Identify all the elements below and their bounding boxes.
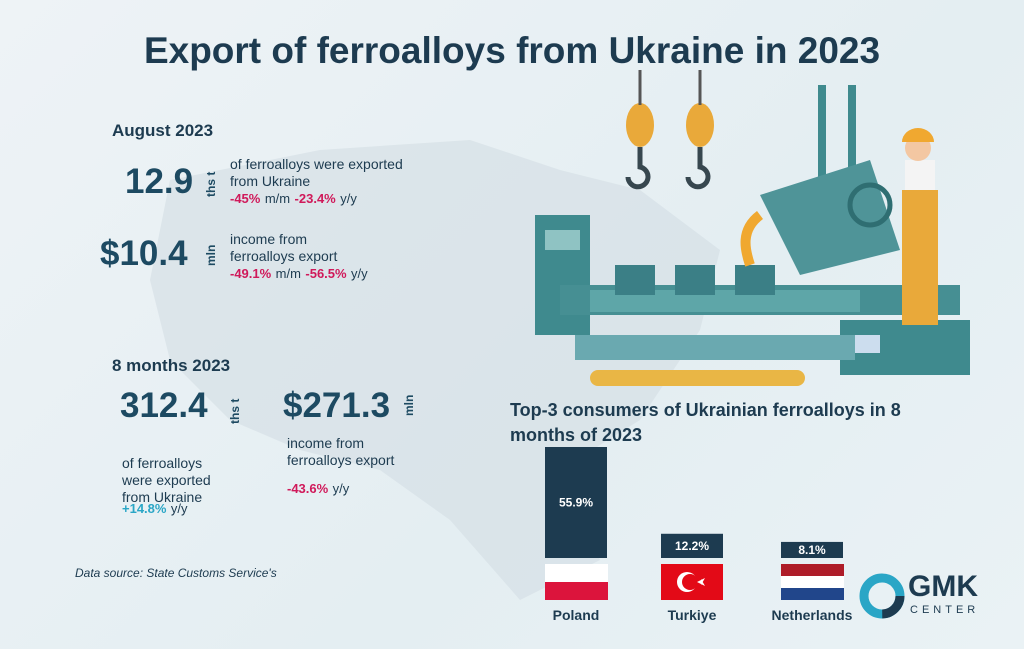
stat-value: $10.4: [100, 234, 188, 273]
period: m/m: [264, 191, 291, 206]
period: y/y: [351, 266, 368, 281]
factory: [535, 70, 970, 386]
logo-name: GMK: [908, 570, 978, 603]
changes: -49.1% m/m -56.5% y/y: [230, 265, 368, 283]
stat-unit: ths t: [228, 398, 242, 424]
value-label: 12.2%: [675, 539, 709, 553]
period: y/y: [170, 501, 188, 516]
title: Export of ferroalloys from Ukraine in 20…: [143, 30, 881, 71]
change: -23.4%: [294, 191, 336, 206]
change: -49.1%: [230, 266, 272, 281]
heading: August 2023: [112, 121, 214, 140]
change: -43.6%: [287, 481, 329, 496]
changes: +14.8% y/y: [122, 500, 188, 518]
changes: -45% m/m -23.4% y/y: [230, 190, 357, 208]
change: -56.5%: [305, 266, 347, 281]
stat-text: income from ferroalloys export: [287, 435, 395, 468]
logo-mark: [859, 573, 905, 619]
stat-value: $271.3: [283, 386, 391, 425]
stat-value: 312.4: [120, 386, 208, 425]
category-label: Turkiye: [668, 607, 717, 623]
stat-value: 12.9: [125, 162, 194, 201]
bar: [781, 541, 843, 558]
value-label: 8.1%: [798, 543, 826, 557]
heading: 8 months 2023: [112, 356, 231, 375]
category-label: Netherlands: [772, 607, 853, 623]
stat-text: income from ferroalloys export: [230, 231, 338, 264]
stat-text: of ferroalloys were exported from Ukrain…: [122, 455, 211, 505]
change: -45%: [230, 191, 261, 206]
value-label: 55.9%: [559, 496, 593, 510]
flags: [545, 564, 844, 600]
stat-text: of ferroalloys were exported from Ukrain…: [230, 156, 403, 189]
bar: [545, 447, 607, 558]
stat-unit: ths t: [204, 171, 218, 197]
chart-title: Top-3 consumers of Ukrainian ferroalloys…: [510, 400, 901, 445]
bar: [661, 533, 723, 558]
category-label: Poland: [553, 607, 600, 623]
period: m/m: [275, 266, 301, 281]
change: +14.8%: [122, 501, 167, 516]
logo-sub: CENTER: [910, 604, 980, 616]
stat-unit: mln: [402, 394, 416, 416]
stat-unit: mln: [204, 244, 218, 266]
bar-chart: 55.9% Poland 12.2% Turkiye 8.1% Netherlands: [545, 447, 853, 623]
source: Data source: State Customs Service's: [75, 566, 277, 580]
period: y/y: [332, 481, 350, 496]
period: y/y: [340, 191, 357, 206]
changes: -43.6% y/y: [287, 480, 349, 498]
